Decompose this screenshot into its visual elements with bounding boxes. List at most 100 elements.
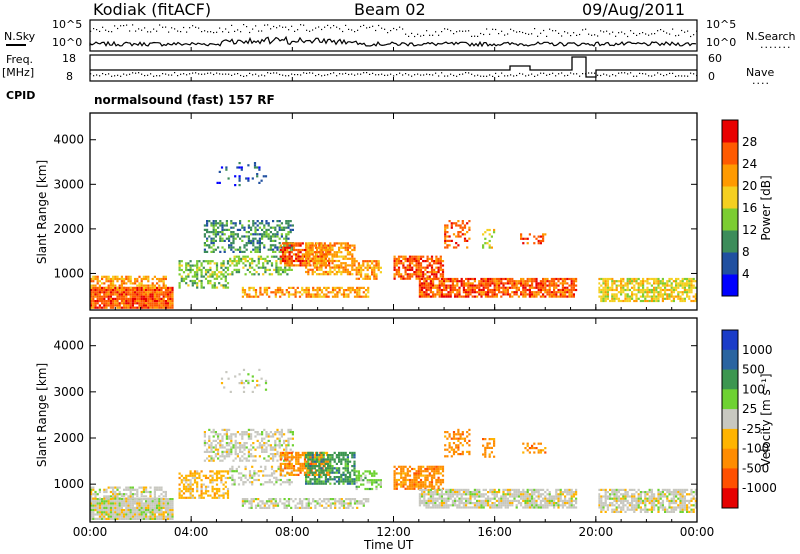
power-cell (208, 246, 211, 249)
velocity-cell (314, 462, 318, 465)
velocity-cell (309, 482, 312, 485)
nsearch-dot (120, 25, 122, 27)
velocity-cell (187, 487, 190, 491)
power-cell (604, 277, 607, 281)
nsearch-dot (654, 33, 656, 35)
power-cell (281, 246, 285, 249)
power-cell (432, 282, 435, 285)
power-cell (120, 277, 123, 281)
power-cell (134, 293, 137, 296)
power-cell (502, 286, 505, 289)
power-cell (213, 277, 216, 280)
power-cell (393, 255, 396, 258)
power-cell (127, 304, 130, 307)
velocity-cell (290, 458, 293, 461)
velocity-cell (248, 472, 252, 475)
power-cell (422, 273, 425, 276)
power-cell (226, 273, 230, 276)
power-cell (408, 260, 412, 263)
power-cell (169, 293, 172, 296)
power-cell (570, 280, 573, 283)
power-cell (357, 264, 360, 267)
power-cell (125, 291, 128, 294)
nave-dot (105, 74, 107, 76)
velocity-cell (241, 433, 244, 436)
power-cell (285, 239, 288, 242)
power-cell (349, 291, 352, 294)
velocity-cell (145, 495, 148, 498)
velocity-cell (214, 455, 217, 458)
velocity-cell (127, 517, 130, 520)
velocity-cell (305, 462, 308, 465)
power-cell (200, 271, 203, 274)
power-cell (500, 286, 503, 289)
power-cell (112, 289, 115, 292)
power-cell (272, 220, 275, 223)
power-cell (247, 239, 250, 242)
power-cell (553, 277, 556, 281)
velocity-cell (278, 439, 281, 442)
power-cell (109, 289, 112, 292)
velocity-cell (400, 485, 403, 488)
power-cell (356, 295, 359, 298)
power-cell (94, 295, 97, 298)
velocity-cell (241, 431, 244, 434)
power-cell (500, 282, 503, 285)
power-cell (358, 291, 361, 294)
power-cell (347, 286, 350, 289)
power-cell (646, 291, 649, 294)
velocity-cell (404, 474, 407, 477)
power-cell (633, 277, 636, 281)
nsearch-dot (213, 32, 215, 34)
power-cell (125, 286, 128, 289)
power-cell (254, 228, 257, 231)
power-cell (692, 277, 695, 281)
velocity-cell (318, 462, 321, 465)
power-cell (331, 262, 334, 265)
power-cell (408, 266, 412, 269)
nave-dot (159, 75, 161, 77)
power-cell (222, 260, 225, 263)
velocity-cell (329, 482, 332, 485)
power-cell (158, 280, 161, 283)
power-cell (289, 224, 292, 227)
power-cell (140, 289, 143, 292)
velocity-cell (103, 506, 106, 509)
power-cell (668, 295, 671, 298)
power-cell (96, 286, 99, 289)
power-cell (515, 286, 518, 289)
power-cell (312, 295, 315, 298)
power-cell (116, 280, 119, 283)
velocity-cell (322, 471, 325, 474)
nsearch-dot (600, 30, 602, 32)
power-cell (482, 286, 485, 289)
velocity-cell (214, 448, 217, 451)
nsearch-dot (402, 28, 404, 30)
power-cell (307, 286, 310, 289)
power-cell (120, 289, 123, 292)
power-cell (425, 291, 428, 294)
velocity-cell (160, 497, 163, 500)
power-cell (149, 302, 152, 305)
power-cell (690, 282, 693, 285)
velocity-cell (353, 462, 356, 465)
velocity-cell (142, 504, 145, 507)
power-cell (92, 293, 95, 296)
velocity-cell (373, 472, 376, 475)
power-cell (491, 293, 494, 296)
nsearch-dot (243, 24, 245, 26)
nsearch-dot (474, 35, 476, 37)
velocity-cell (90, 486, 93, 489)
velocity-cell (321, 462, 324, 465)
power-cell (688, 297, 691, 300)
power-cell (287, 226, 290, 229)
power-cell (191, 264, 194, 267)
power-cell (247, 177, 250, 180)
power-cell (504, 286, 507, 289)
power-cell (611, 297, 614, 300)
power-cell (286, 273, 289, 276)
power-cell (322, 255, 325, 258)
power-cell (333, 255, 336, 258)
velocity-cell (245, 457, 248, 460)
velocity-cell (257, 478, 260, 482)
